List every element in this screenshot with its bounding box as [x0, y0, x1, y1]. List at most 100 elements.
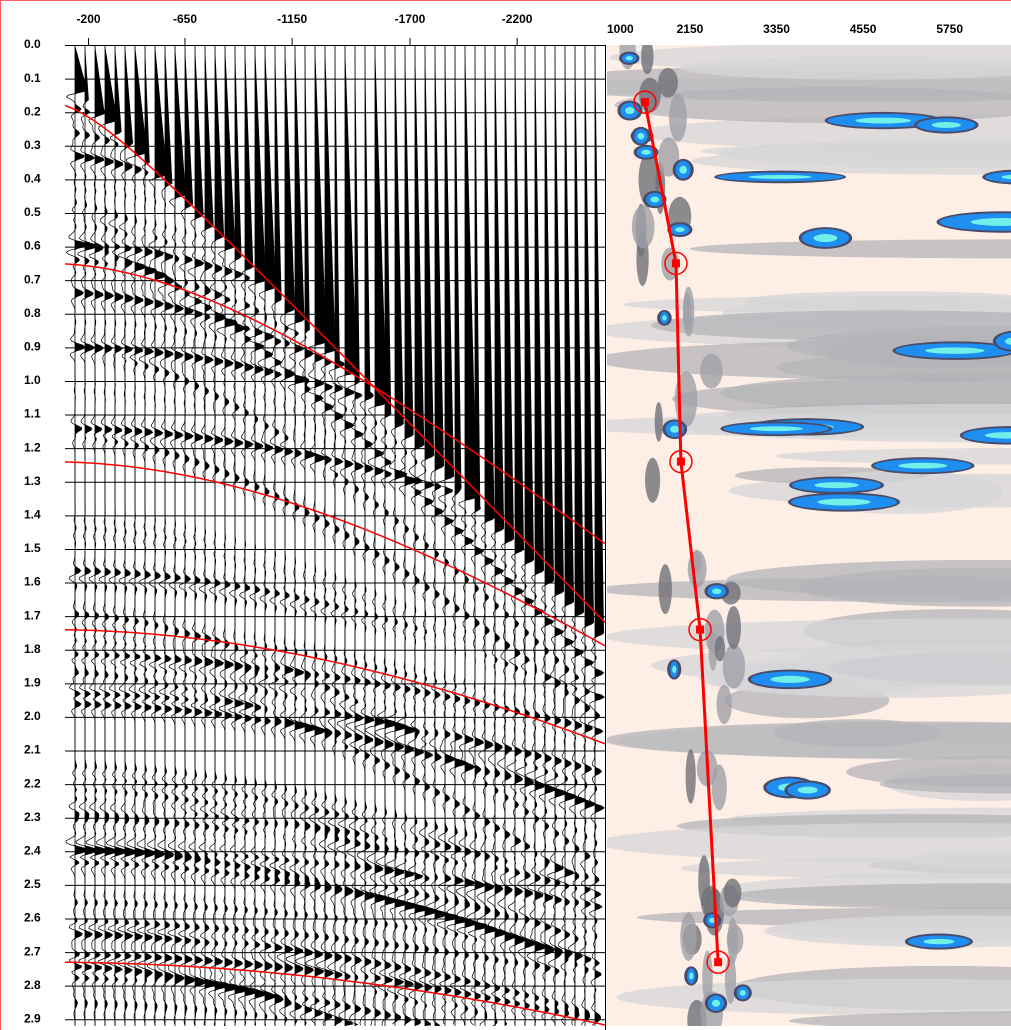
trace-fill: [155, 45, 167, 1026]
semblance-streak: [729, 883, 1011, 910]
y-tick-label: 2.7: [24, 944, 41, 958]
semblance-column: [680, 912, 697, 962]
trace-fill: [485, 45, 497, 1026]
trace-wiggle: [435, 475, 458, 1025]
trace-wiggle: [534, 580, 557, 1026]
trace-wiggle: [227, 256, 248, 1025]
trace-fill: [285, 45, 295, 1026]
semblance-core: [689, 972, 694, 980]
y-tick-label: 0.4: [24, 172, 41, 186]
semblance-core: [925, 347, 985, 354]
trace-wiggle: [285, 318, 308, 1025]
semblance-column: [726, 606, 741, 650]
trace-wiggle: [246, 277, 268, 1026]
trace-wiggle: [506, 548, 526, 1025]
trace-fill: [465, 45, 477, 1026]
y-tick-label: 2.5: [24, 877, 41, 891]
trace-wiggle: [295, 329, 318, 1026]
trace-wiggle: [157, 182, 175, 1026]
y-tick-label: 0.2: [24, 104, 41, 118]
semblance-core: [1005, 337, 1011, 345]
trace-fill: [315, 45, 327, 1026]
semblance-core: [749, 426, 803, 432]
moveout-curve: [65, 461, 605, 647]
pick-circle: [688, 617, 712, 642]
x-tick-label: -1700: [395, 12, 426, 26]
trace-fill: [245, 45, 257, 1026]
trace-fill: [335, 45, 345, 1026]
semblance-column: [723, 878, 742, 908]
trace-wiggle: [384, 423, 408, 1025]
trace-wiggle: [216, 245, 238, 1026]
moveout-curve: [65, 628, 605, 745]
semblance-core: [625, 106, 635, 115]
trace-fill: [525, 45, 536, 1026]
semblance-core: [984, 432, 1011, 439]
y-tick-label: 0.0: [24, 37, 41, 51]
y-tick-label: 0.7: [24, 272, 41, 286]
trace-fill: [195, 45, 207, 1026]
semblance-core: [898, 462, 948, 469]
y-tick-label: 2.0: [24, 709, 41, 723]
semblance-core: [813, 234, 838, 243]
trace-wiggle: [497, 538, 516, 1025]
trace-fill: [75, 45, 87, 1026]
pick-marker: [640, 98, 649, 107]
trace-fill: [435, 45, 447, 1026]
semblance-column: [654, 401, 663, 442]
trace-fill: [505, 45, 516, 1026]
semblance-column: [714, 635, 726, 662]
trace-fill: [475, 45, 487, 1026]
trace-fill: [495, 45, 507, 1026]
semblance-peak: [985, 171, 1011, 183]
y-tick-label: 2.8: [24, 978, 41, 992]
y-tick-label: 2.6: [24, 911, 41, 925]
semblance-core: [855, 117, 912, 124]
trace-fill: [225, 45, 237, 1026]
semblance-plot: [607, 45, 1011, 1026]
trace-wiggle: [276, 308, 296, 1025]
trace-wiggle: [208, 235, 228, 1026]
trace-wiggle: [465, 507, 488, 1026]
trace-fill: [105, 45, 117, 1026]
y-tick-label: 1.9: [24, 675, 41, 689]
trace-wiggle: [257, 287, 277, 1026]
y-tick-label: 2.9: [24, 1011, 41, 1025]
y-tick-label: 0.9: [24, 340, 41, 354]
moveout-curve: [65, 263, 605, 545]
x-tick-label: 2150: [677, 22, 704, 36]
trace-wiggle: [415, 454, 438, 1026]
trace-wiggle: [355, 391, 376, 1026]
trace-fill: [595, 45, 605, 1026]
trace-wiggle: [566, 611, 586, 1026]
semblance-core: [923, 938, 955, 945]
trace-wiggle: [364, 402, 388, 1026]
y-tick-label: 0.5: [24, 205, 41, 219]
trace-fill: [185, 45, 196, 1026]
y-tick-label: 2.3: [24, 810, 41, 824]
semblance-column: [722, 644, 746, 689]
y-tick-label: 1.7: [24, 608, 41, 622]
trace-fill: [395, 45, 407, 1026]
x-tick-label: 1000: [607, 22, 634, 36]
trace-fill: [555, 45, 567, 1026]
semblance-streak: [679, 56, 1011, 80]
semblance-core: [662, 315, 667, 321]
x-tick-label: -200: [77, 12, 101, 26]
semblance-core: [712, 588, 722, 595]
trace-fill: [575, 45, 586, 1026]
semblance-column: [727, 917, 738, 965]
semblance-column: [669, 93, 687, 142]
x-tick-label: 4550: [850, 22, 877, 36]
pick-circle: [706, 950, 730, 974]
trace-fill: [125, 45, 137, 1026]
y-tick-label: 2.1: [24, 743, 41, 757]
pick-marker: [696, 625, 705, 634]
y-tick-label: 1.3: [24, 474, 41, 488]
trace-fill: [425, 45, 437, 1026]
trace-fill: [345, 45, 357, 1026]
trace-wiggle: [487, 527, 508, 1026]
semblance-core: [797, 786, 818, 794]
trace-wiggle: [75, 99, 98, 1025]
trace-fill: [375, 45, 387, 1026]
